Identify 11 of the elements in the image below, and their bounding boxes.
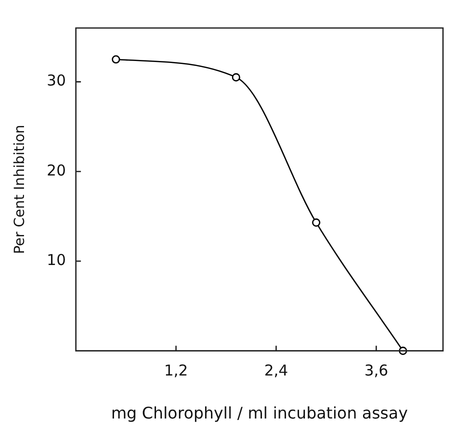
point xyxy=(312,218,320,227)
y-tick-label: 20 xyxy=(46,161,66,180)
point xyxy=(232,73,240,82)
point xyxy=(112,55,120,64)
y-axis-title: Per Cent Inhibition xyxy=(12,124,28,254)
y-tick-label: 30 xyxy=(46,72,66,90)
x-tick-label: 1,2 xyxy=(164,362,188,380)
x-tick-label: 3,6 xyxy=(364,362,388,380)
x-tick-label: 2,4 xyxy=(264,362,288,380)
x-axis-title: mg Chlorophyll / ml incubation assay xyxy=(111,404,408,423)
y-tick-label: 10 xyxy=(46,251,66,270)
